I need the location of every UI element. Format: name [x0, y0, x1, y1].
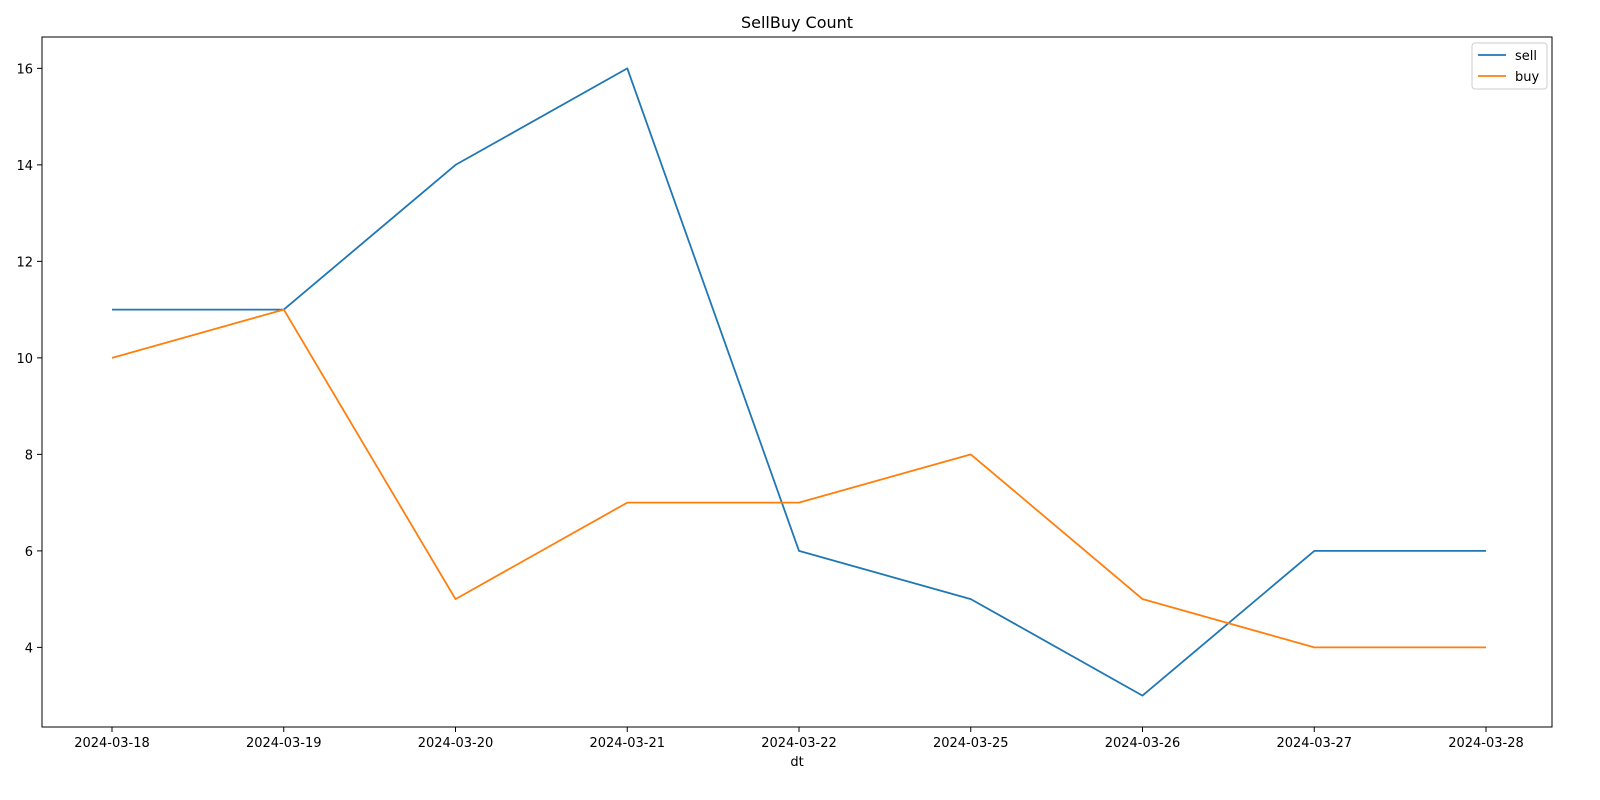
y-tick-label: 4 [25, 641, 33, 656]
x-axis: 2024-03-18 2024-03-19 2024-03-20 2024-03-21… [74, 727, 1524, 751]
x-tick-label: 2024-03-27 [1276, 736, 1352, 751]
x-tick-label: 2024-03-19 [246, 736, 322, 751]
plot-frame [41, 36, 1553, 728]
x-tick-label: 2024-03-26 [1105, 736, 1181, 751]
x-tick-label: 2024-03-20 [418, 736, 494, 751]
legend-label-buy: buy [1515, 70, 1539, 85]
series-line-sell [112, 67, 1486, 697]
y-tick-label: 12 [16, 255, 33, 270]
series-layer [111, 67, 1487, 697]
x-axis-label: dt [790, 755, 803, 770]
x-tick-label: 2024-03-25 [933, 736, 1009, 751]
x-tick-label: 2024-03-22 [761, 736, 837, 751]
y-tick-label: 10 [16, 352, 33, 367]
y-tick-label: 8 [25, 448, 33, 463]
y-axis: 4 6 8 10 12 14 16 [16, 62, 42, 656]
x-tick-label: 2024-03-18 [74, 736, 150, 751]
x-tick-label: 2024-03-21 [589, 736, 665, 751]
chart-title: SellBuy Count [741, 13, 853, 32]
y-tick-label: 6 [25, 545, 33, 560]
y-tick-label: 16 [16, 62, 33, 77]
plot-area [41, 36, 1553, 728]
y-tick-label: 14 [16, 159, 33, 174]
series-line-buy [111, 308, 1486, 649]
x-tick-label: 2024-03-28 [1448, 736, 1524, 751]
legend-label-sell: sell [1515, 49, 1537, 64]
legend: sell buy [1471, 42, 1548, 90]
